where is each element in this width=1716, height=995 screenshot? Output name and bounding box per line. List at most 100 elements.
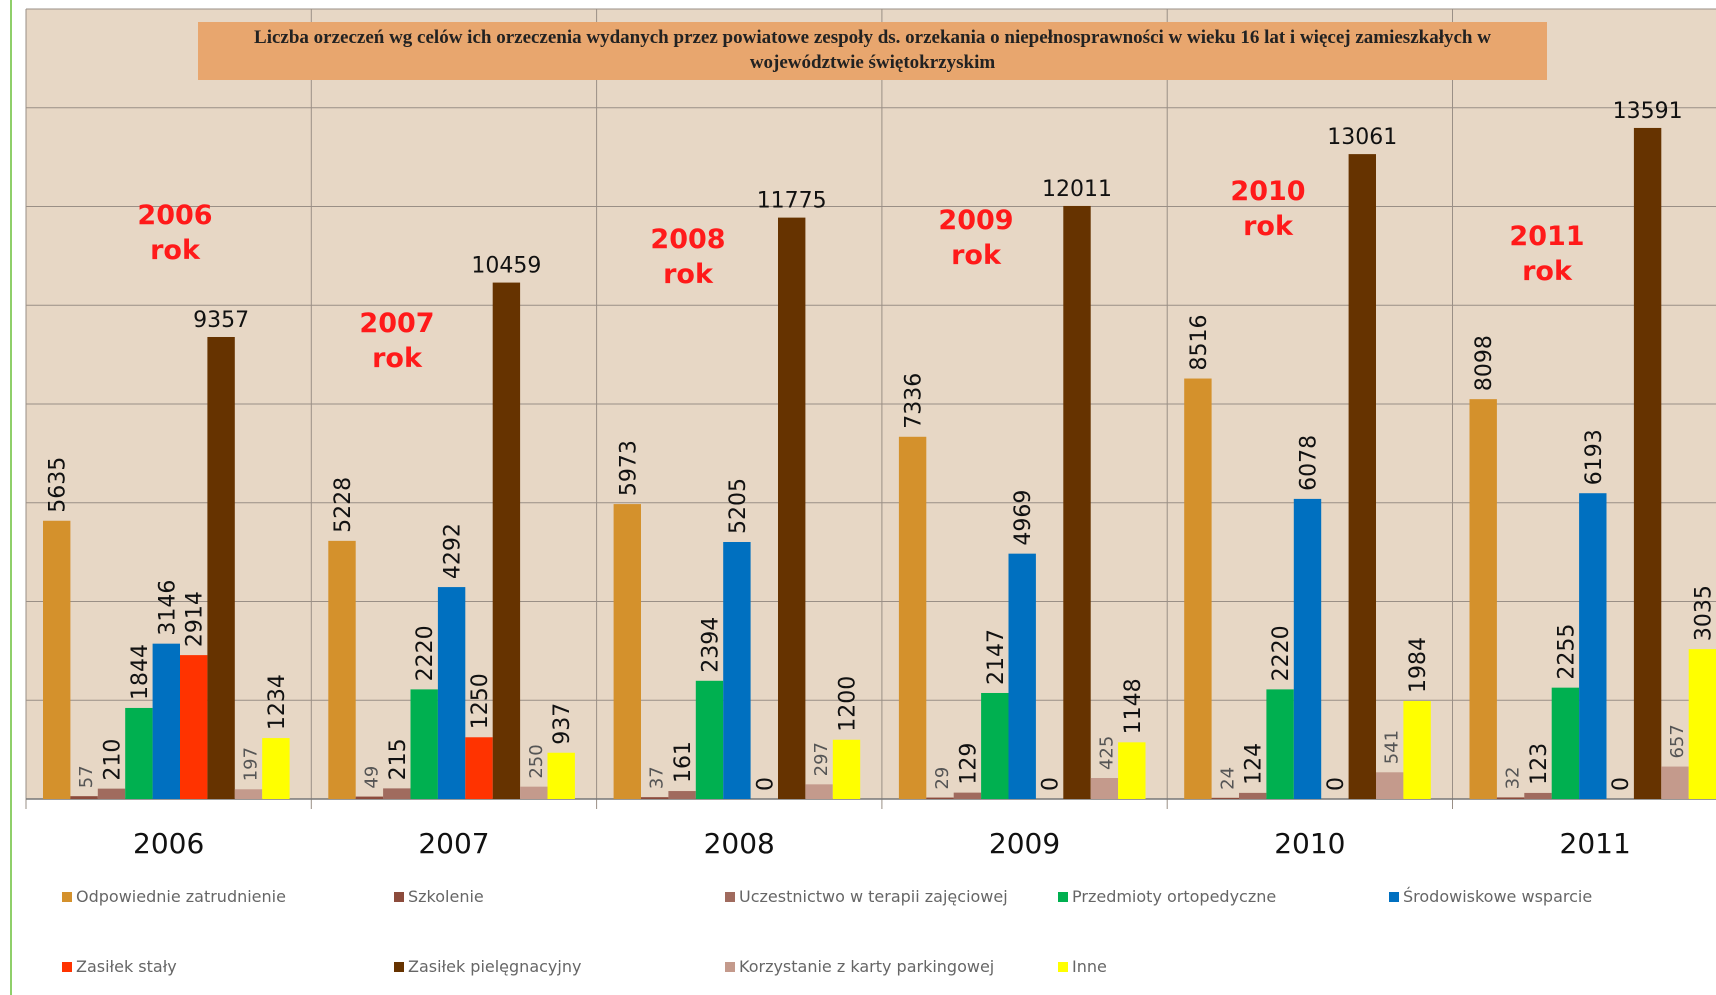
annotation: rok — [372, 343, 423, 374]
bar — [1403, 701, 1431, 799]
value-label: 0 — [1324, 777, 1349, 791]
bar — [898, 436, 927, 799]
x-tick-label: 2009 — [989, 827, 1060, 860]
value-label: 297 — [811, 742, 832, 776]
value-label: 13591 — [1613, 99, 1683, 124]
legend-label: Zasiłek pielęgnacyjny — [408, 957, 581, 976]
legend-label: Inne — [1072, 957, 1107, 976]
bar — [1063, 205, 1091, 799]
bar — [1661, 766, 1689, 799]
chart-title: Liczba orzeczeń wg celów ich orzeczenia … — [198, 22, 1547, 80]
bar — [437, 587, 466, 799]
value-label: 1250 — [468, 673, 493, 729]
value-label: 425 — [1096, 736, 1117, 770]
legend-swatch — [1389, 892, 1399, 902]
bar — [1376, 772, 1404, 799]
value-label: 1148 — [1121, 678, 1146, 734]
value-label: 5973 — [616, 440, 641, 496]
bar — [43, 520, 71, 799]
legend-swatch — [62, 892, 72, 902]
annotation: 2006 — [137, 200, 212, 231]
value-label: 2255 — [1554, 624, 1579, 680]
bar — [1348, 154, 1376, 799]
bar — [641, 797, 669, 799]
value-label: 657 — [1667, 724, 1688, 758]
annotation: rok — [1243, 211, 1294, 242]
legend-label: Szkolenie — [408, 887, 484, 906]
bar — [383, 788, 411, 799]
value-label: 2147 — [984, 629, 1009, 685]
bar — [1239, 792, 1267, 799]
value-label: 5228 — [331, 477, 356, 533]
value-label: 32 — [1503, 767, 1524, 790]
annotation: 2009 — [938, 205, 1013, 236]
bar — [207, 336, 235, 799]
x-tick-label: 2010 — [1274, 827, 1345, 860]
annotation: rok — [663, 259, 714, 290]
x-tick-label: 2006 — [133, 827, 204, 860]
bar — [97, 788, 126, 799]
value-label: 11775 — [757, 189, 827, 214]
value-label: 937 — [550, 703, 575, 745]
value-label: 10459 — [471, 254, 541, 279]
legend-label: Zasiłek stały — [76, 957, 177, 976]
value-label: 4292 — [441, 523, 466, 579]
x-tick-label: 2007 — [418, 827, 489, 860]
value-label: 8516 — [1187, 315, 1212, 371]
bar — [152, 643, 180, 799]
value-label: 12011 — [1042, 177, 1112, 202]
value-label: 3146 — [155, 580, 180, 636]
bar — [1008, 553, 1036, 799]
value-label: 250 — [526, 744, 547, 778]
bar — [547, 752, 575, 799]
annotation: rok — [951, 240, 1002, 271]
x-tick-label: 2008 — [704, 827, 775, 860]
bar — [723, 542, 751, 799]
bar — [234, 789, 263, 799]
value-label: 24 — [1217, 767, 1238, 790]
bar — [778, 217, 806, 799]
bar — [125, 707, 153, 799]
value-label: 6078 — [1297, 435, 1322, 491]
bar — [1118, 742, 1146, 799]
annotation: 2010 — [1230, 176, 1305, 207]
value-label: 57 — [76, 765, 97, 788]
legend-swatch — [725, 962, 735, 972]
value-label: 2220 — [413, 625, 438, 681]
value-label: 161 — [671, 741, 696, 783]
bar — [668, 791, 696, 799]
legend-label: Uczestnictwo w terapii zajęciowej — [739, 887, 1008, 906]
legend-label: Środowiskowe wsparcie — [1403, 887, 1592, 906]
legend-label: Korzystanie z karty parkingowej — [739, 957, 994, 976]
bar — [981, 692, 1009, 799]
value-label: 13061 — [1327, 125, 1397, 150]
bar — [465, 737, 493, 799]
bar — [1090, 778, 1119, 799]
bar — [1633, 127, 1662, 799]
bar — [1469, 399, 1497, 799]
value-label: 129 — [956, 743, 981, 785]
value-label: 2394 — [699, 617, 724, 673]
bar — [492, 282, 521, 799]
annotation: rok — [1522, 256, 1573, 287]
value-label: 37 — [647, 766, 668, 789]
value-label: 1200 — [836, 676, 861, 732]
value-label: 541 — [1382, 730, 1403, 764]
bar — [410, 689, 438, 799]
value-label: 6193 — [1582, 429, 1607, 485]
bar — [328, 540, 356, 799]
value-label: 0 — [1039, 777, 1064, 791]
value-label: 215 — [386, 738, 411, 780]
bar — [520, 786, 548, 799]
value-label: 49 — [361, 766, 382, 789]
value-label: 9357 — [193, 308, 249, 333]
bar — [1496, 797, 1525, 799]
bar — [262, 738, 290, 799]
bar — [180, 655, 208, 799]
value-label: 0 — [753, 777, 778, 791]
bar — [832, 739, 861, 799]
annotation: rok — [150, 235, 201, 266]
value-label: 29 — [932, 767, 953, 790]
value-label: 1984 — [1406, 637, 1431, 693]
